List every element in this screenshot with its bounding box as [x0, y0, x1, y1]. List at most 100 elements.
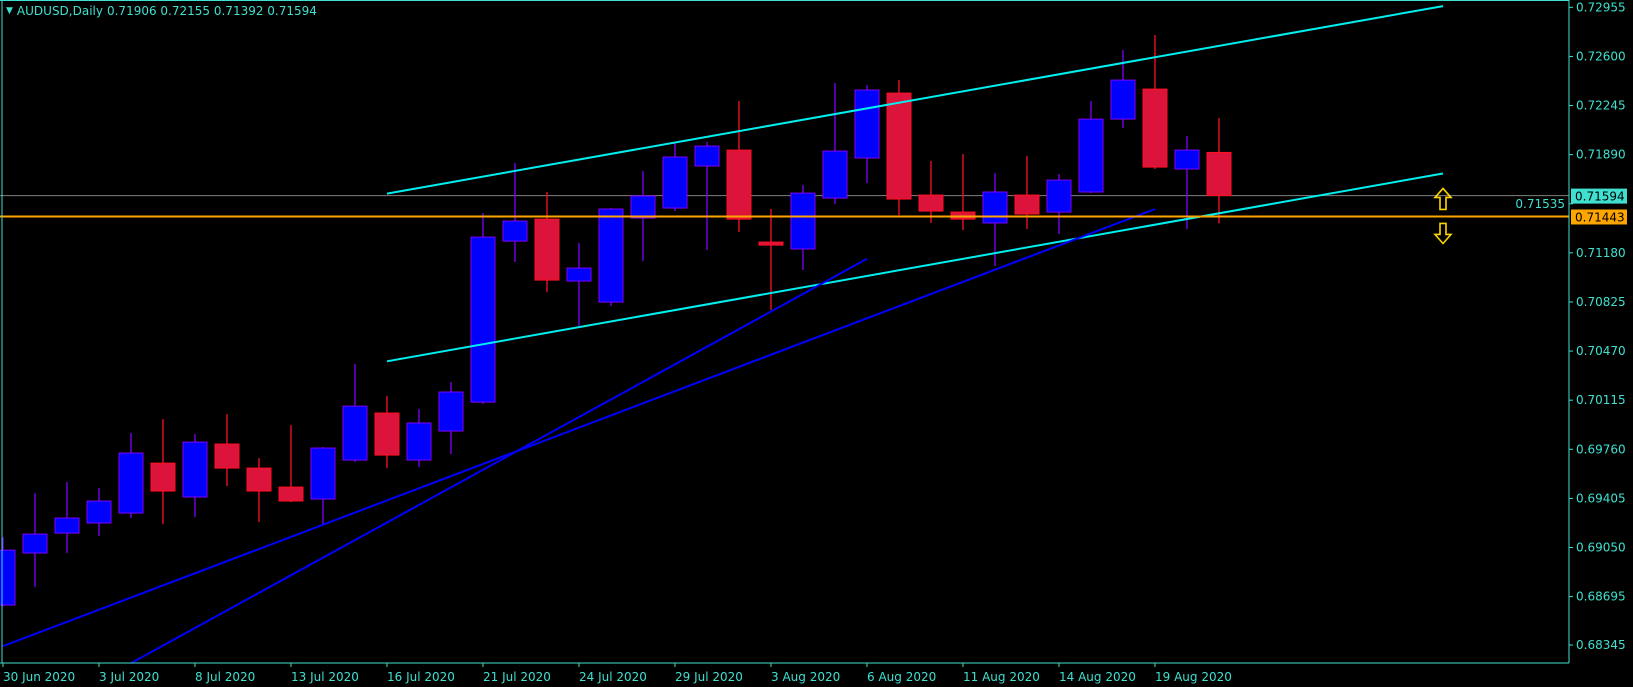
- candle[interactable]: [1046, 174, 1072, 235]
- price-tick-label: 0.72600: [1576, 49, 1626, 63]
- candle-body: [438, 391, 464, 432]
- candle-body: [342, 405, 368, 461]
- candle[interactable]: [534, 191, 560, 293]
- candle-body: [598, 208, 624, 303]
- candle[interactable]: [182, 434, 208, 518]
- candle-body: [1174, 149, 1200, 170]
- candle-body: [790, 192, 816, 250]
- level-price-tag-bg: [1571, 209, 1627, 225]
- date-tick-label: 6 Aug 2020: [867, 670, 936, 684]
- candle-body: [278, 486, 304, 502]
- price-tick-label: 0.71180: [1576, 246, 1626, 260]
- level-price-tag: 0.71443: [1575, 210, 1625, 224]
- candle-body: [886, 92, 912, 200]
- candle[interactable]: [1174, 135, 1200, 230]
- candle[interactable]: [854, 85, 880, 184]
- trendline-steep-line[interactable]: [130, 257, 868, 665]
- candle-body: [758, 241, 784, 246]
- candle-body: [1110, 79, 1136, 120]
- price-tick-label: 0.69760: [1576, 442, 1626, 456]
- candle[interactable]: [982, 173, 1008, 267]
- symbol-timeframe: AUDUSD,Daily: [16, 4, 103, 18]
- date-tick-label: 13 Jul 2020: [291, 670, 359, 684]
- candle[interactable]: [118, 433, 144, 519]
- upper-channel-line[interactable]: [386, 5, 1444, 195]
- candle[interactable]: [726, 100, 752, 233]
- candle[interactable]: [502, 163, 528, 262]
- candle-body: [0, 549, 16, 606]
- date-tick-label: 30 Jun 2020: [3, 670, 75, 684]
- candle[interactable]: [886, 80, 912, 216]
- date-tick-label: 3 Aug 2020: [771, 670, 840, 684]
- candle-body: [310, 447, 336, 500]
- arrow-up-icon[interactable]: [1433, 187, 1453, 211]
- candle[interactable]: [822, 82, 848, 205]
- candle[interactable]: [0, 537, 16, 607]
- candle[interactable]: [1078, 100, 1104, 194]
- candle[interactable]: [566, 243, 592, 327]
- candle[interactable]: [918, 161, 944, 223]
- candle[interactable]: [630, 171, 656, 262]
- bid-price-tag: 0.71594: [1575, 190, 1625, 204]
- date-tick-label: 14 Aug 2020: [1059, 670, 1136, 684]
- candle[interactable]: [1206, 117, 1232, 224]
- candle[interactable]: [86, 488, 112, 537]
- candle[interactable]: [694, 142, 720, 251]
- date-tick-label: 19 Aug 2020: [1155, 670, 1232, 684]
- price-tick-label: 0.69405: [1576, 491, 1626, 505]
- candle-body: [630, 195, 656, 219]
- candle-body: [982, 191, 1008, 224]
- date-tick-label: 29 Jul 2020: [675, 670, 743, 684]
- price-tick-label: 0.70825: [1576, 295, 1626, 309]
- candle[interactable]: [246, 458, 272, 523]
- date-tick-label: 8 Jul 2020: [195, 670, 255, 684]
- candle-body: [118, 452, 144, 514]
- candle-body: [1078, 118, 1104, 193]
- candle-body: [662, 156, 688, 209]
- candle-body: [694, 145, 720, 167]
- candle-body: [150, 462, 176, 492]
- price-tick-label: 0.71535: [1515, 197, 1565, 211]
- candle[interactable]: [598, 208, 624, 307]
- candle[interactable]: [662, 143, 688, 212]
- price-tick-label: 0.69050: [1576, 540, 1626, 554]
- arrow-down-icon[interactable]: [1433, 222, 1453, 245]
- candle-body: [406, 422, 432, 461]
- candle-body: [22, 533, 48, 554]
- lower-channel-line[interactable]: [386, 172, 1444, 363]
- candle[interactable]: [342, 364, 368, 463]
- trendline-shallow-line[interactable]: [2, 208, 1156, 648]
- candle-body: [1206, 151, 1232, 197]
- chart-header: ▼ AUDUSD,Daily 0.71906 0.72155 0.71392 0…: [6, 4, 317, 18]
- candle[interactable]: [214, 414, 240, 487]
- candle[interactable]: [374, 396, 400, 469]
- price-tick-label: 0.68695: [1576, 590, 1626, 604]
- candle[interactable]: [790, 185, 816, 271]
- triangle-down-icon[interactable]: ▼: [6, 6, 13, 16]
- candle[interactable]: [470, 213, 496, 405]
- date-tick-label: 24 Jul 2020: [579, 670, 647, 684]
- candle[interactable]: [406, 409, 432, 468]
- candle-body: [854, 89, 880, 159]
- date-tick-label: 16 Jul 2020: [387, 670, 455, 684]
- date-tick-label: 21 Jul 2020: [483, 670, 551, 684]
- candle-body: [86, 500, 112, 524]
- candle[interactable]: [150, 419, 176, 525]
- candle[interactable]: [438, 382, 464, 455]
- candle[interactable]: [54, 482, 80, 554]
- candle[interactable]: [22, 493, 48, 588]
- candle-body: [534, 218, 560, 281]
- candle[interactable]: [310, 447, 336, 525]
- candle-body: [918, 194, 944, 212]
- candle[interactable]: [278, 425, 304, 503]
- candle[interactable]: [1110, 50, 1136, 129]
- candle-body: [1046, 179, 1072, 213]
- candle-body: [214, 443, 240, 469]
- candle-body: [1014, 194, 1040, 215]
- price-tick-label: 0.72955: [1576, 0, 1626, 14]
- bid-price-tag-bg: [1571, 188, 1627, 204]
- candle[interactable]: [1142, 34, 1168, 170]
